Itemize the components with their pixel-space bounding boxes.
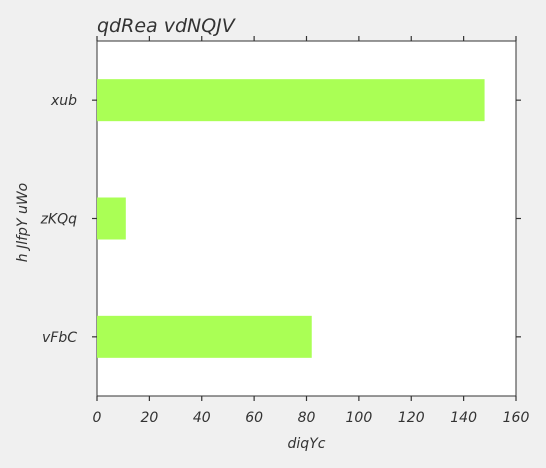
x-axis: 0 20 40 60 80 100 120 140 160 [93, 36, 530, 426]
y-axis: xub zKQq vFbC [40, 93, 521, 346]
x-tick-label: 80 [298, 410, 316, 426]
bar-zKQq [97, 197, 126, 240]
y-axis-label: h JlfpY uWo [15, 183, 31, 262]
x-tick-label: 140 [450, 410, 477, 426]
bar-xub [97, 79, 485, 122]
x-axis-label: diqYc [288, 436, 326, 452]
x-tick-label: 20 [140, 410, 158, 426]
y-tick-label-zKQq: zKQq [40, 212, 78, 228]
bar-vFbC [97, 315, 312, 358]
x-tick-label: 120 [398, 410, 425, 426]
bars-group [97, 79, 485, 358]
x-tick-label: 40 [193, 410, 211, 426]
y-tick-label-xub: xub [50, 93, 77, 109]
x-tick-label: 100 [346, 410, 373, 426]
chart-title: qdRea vdNQJV [97, 15, 237, 37]
x-tick-label: 0 [93, 410, 102, 426]
x-tick-label: 160 [503, 410, 530, 426]
y-tick-label-vFbC: vFbC [42, 330, 77, 346]
x-tick-label: 60 [245, 410, 263, 426]
